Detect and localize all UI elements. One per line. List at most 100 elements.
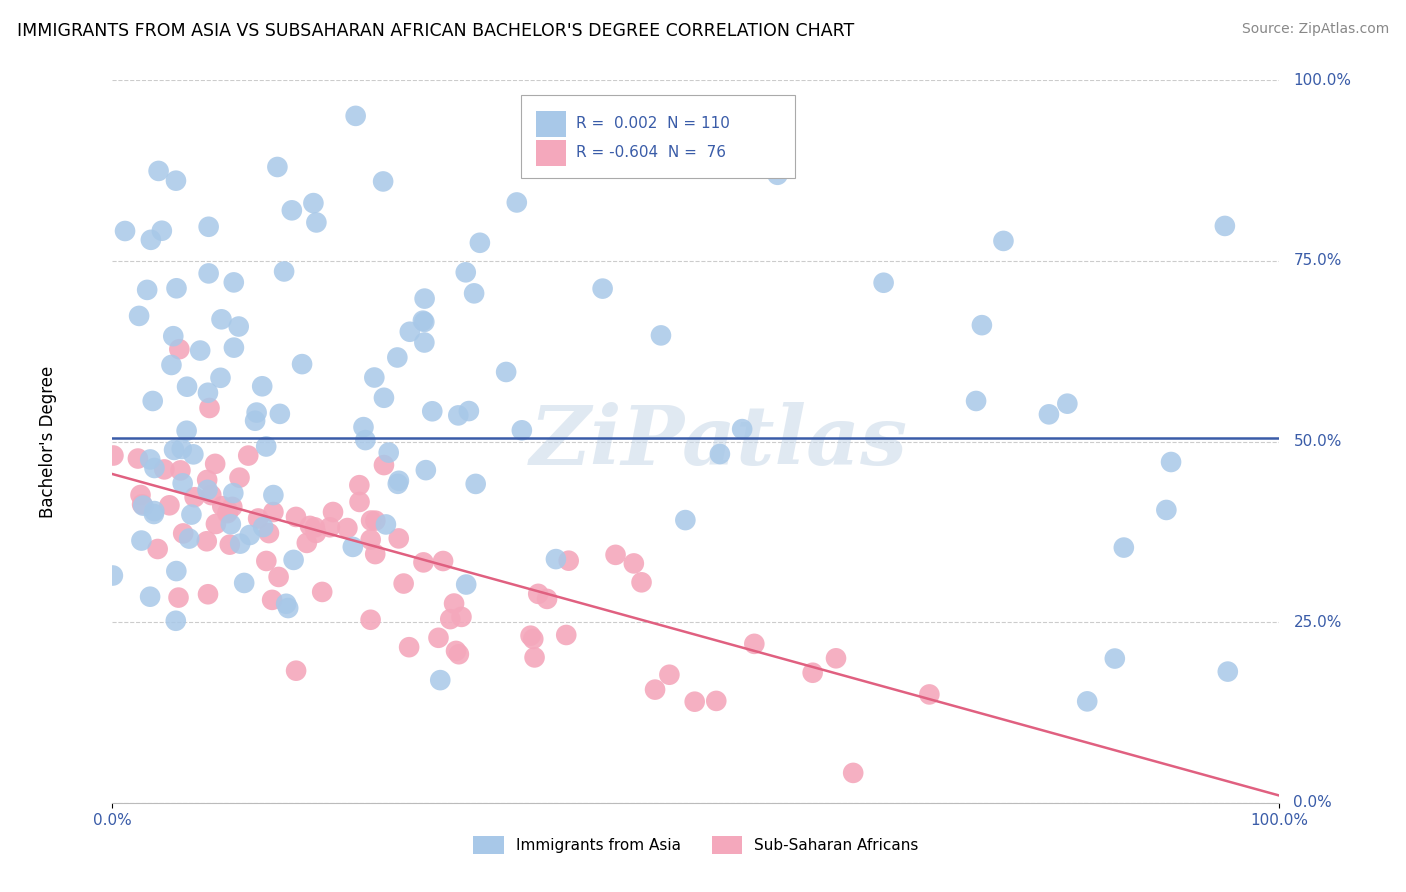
Point xyxy=(544,552,567,566)
Point xyxy=(131,533,153,548)
Point xyxy=(456,577,478,591)
Point xyxy=(221,500,243,514)
Point xyxy=(555,628,578,642)
Point xyxy=(197,267,219,281)
Point xyxy=(254,554,277,568)
Point xyxy=(269,407,291,421)
Point xyxy=(291,357,314,371)
Point xyxy=(222,486,245,500)
Point xyxy=(387,351,409,365)
Point xyxy=(250,379,273,393)
Point xyxy=(142,394,165,409)
Point xyxy=(825,651,848,665)
Point xyxy=(349,478,371,492)
Point xyxy=(709,447,731,461)
FancyBboxPatch shape xyxy=(520,95,796,178)
Point xyxy=(704,694,727,708)
Point xyxy=(200,488,222,502)
Point xyxy=(262,593,284,607)
Point xyxy=(427,631,450,645)
Point xyxy=(285,664,308,678)
Point xyxy=(373,458,395,472)
Point xyxy=(354,433,377,447)
Point xyxy=(364,514,387,528)
Point xyxy=(388,532,411,546)
Point xyxy=(180,508,202,522)
Point xyxy=(673,513,696,527)
Point xyxy=(298,519,321,533)
Point xyxy=(319,520,342,534)
Point xyxy=(222,276,245,290)
Point xyxy=(1156,503,1178,517)
Point xyxy=(211,499,233,513)
Point xyxy=(238,449,260,463)
Point xyxy=(136,283,159,297)
Point xyxy=(257,526,280,541)
Point xyxy=(262,505,284,519)
Point xyxy=(630,575,652,590)
Point xyxy=(371,174,394,188)
Point xyxy=(170,442,193,456)
Point xyxy=(432,554,454,568)
Point xyxy=(388,474,411,488)
Point xyxy=(387,476,409,491)
Point xyxy=(172,526,194,541)
Point xyxy=(167,591,190,605)
Point xyxy=(468,235,491,250)
Text: ZiPatlas: ZiPatlas xyxy=(530,401,908,482)
Point xyxy=(360,533,382,547)
Point xyxy=(114,224,136,238)
Point xyxy=(322,505,344,519)
Point xyxy=(179,532,201,546)
Point xyxy=(592,282,614,296)
Point xyxy=(1216,665,1239,679)
Point xyxy=(146,541,169,556)
Point xyxy=(166,281,188,295)
Point xyxy=(557,554,579,568)
Point xyxy=(353,420,375,434)
FancyBboxPatch shape xyxy=(536,139,567,166)
Text: Bachelor's Degree: Bachelor's Degree xyxy=(39,366,58,517)
Point xyxy=(349,495,371,509)
Legend: Immigrants from Asia, Sub-Saharan Africans: Immigrants from Asia, Sub-Saharan Africa… xyxy=(467,830,925,860)
Point xyxy=(142,507,165,521)
Point xyxy=(1076,694,1098,708)
Point xyxy=(536,591,558,606)
FancyBboxPatch shape xyxy=(536,111,567,136)
Point xyxy=(229,536,252,550)
Point xyxy=(658,667,681,681)
Point xyxy=(273,264,295,278)
Point xyxy=(165,564,187,578)
Point xyxy=(342,540,364,554)
Point xyxy=(233,576,256,591)
Point xyxy=(377,445,399,459)
Point xyxy=(143,461,166,475)
Point xyxy=(205,516,228,531)
Point xyxy=(336,521,359,535)
Point xyxy=(139,590,162,604)
Point xyxy=(128,309,150,323)
Point xyxy=(188,343,211,358)
Point xyxy=(197,587,219,601)
Point xyxy=(970,318,993,333)
Point xyxy=(360,514,382,528)
Point xyxy=(129,488,152,502)
Point xyxy=(132,499,155,513)
Point xyxy=(197,483,219,497)
Point xyxy=(262,488,284,502)
Point xyxy=(183,447,205,461)
Point xyxy=(160,358,183,372)
Point xyxy=(217,504,239,518)
Point xyxy=(413,335,436,350)
Point xyxy=(464,476,486,491)
Point xyxy=(443,597,465,611)
Text: 0.0%: 0.0% xyxy=(1294,796,1333,810)
Point xyxy=(1104,651,1126,665)
Point xyxy=(1056,397,1078,411)
Point xyxy=(103,449,125,463)
Text: R =  0.002  N = 110: R = 0.002 N = 110 xyxy=(576,116,730,131)
Point xyxy=(495,365,517,379)
Point xyxy=(1160,455,1182,469)
Point xyxy=(623,557,645,571)
Point xyxy=(276,597,298,611)
